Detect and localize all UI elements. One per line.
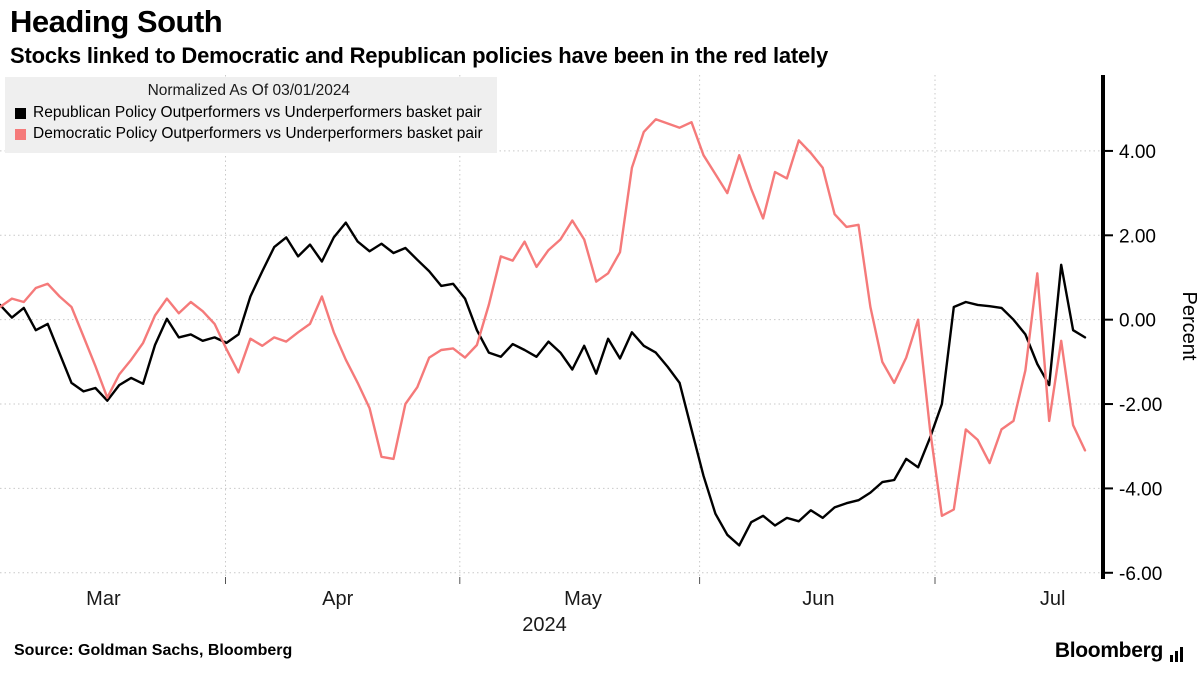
x-tick-label: Jul (1040, 588, 1066, 610)
legend-title: Normalized As Of 03/01/2024 (147, 82, 351, 100)
y-axis-title: Percent (1178, 292, 1200, 361)
legend-item-republican: Republican Policy Outperformers vs Under… (15, 103, 483, 124)
y-tick-label: -4.00 (1119, 480, 1162, 501)
y-tick-label: 2.00 (1119, 226, 1156, 247)
democratic-swatch-icon (15, 128, 26, 140)
line-chart: 4.00 2.00 0.00 -2.00 -4.00 -6.00 Mar Apr May Jun J… (0, 75, 1200, 635)
y-tick-label: -6.00 (1119, 564, 1162, 585)
x-tick-label: May (564, 588, 602, 610)
series-line-republican (0, 221, 1087, 547)
source-text: Source: Goldman Sachs, Bloomberg (14, 642, 293, 660)
legend: Normalized As Of 03/01/2024 Republican P… (5, 77, 497, 153)
republican-swatch-icon (15, 108, 26, 120)
chart-subtitle: Stocks linked to Democratic and Republic… (10, 43, 828, 69)
bloomberg-logo: Bloomberg (1055, 639, 1186, 663)
x-tick-label: Apr (322, 588, 353, 610)
bloomberg-chart-icon (1170, 647, 1183, 663)
chart-header: Heading South Stocks linked to Democrati… (0, 0, 1200, 69)
chart-area: 4.00 2.00 0.00 -2.00 -4.00 -6.00 Mar Apr May Jun J… (0, 75, 1200, 635)
legend-label-democratic: Democratic Policy Outperformers vs Under… (33, 125, 483, 143)
legend-item-democratic: Democratic Policy Outperformers vs Under… (15, 124, 483, 145)
y-tick-label: 0.00 (1119, 311, 1156, 332)
x-axis-year-label: 2024 (522, 614, 567, 635)
chart-footer: Source: Goldman Sachs, Bloomberg Bloombe… (0, 635, 1200, 663)
x-tick-label: Mar (86, 588, 121, 610)
y-tick-label: -2.00 (1119, 395, 1162, 416)
y-tick-label: 4.00 (1119, 142, 1156, 163)
legend-label-republican: Republican Policy Outperformers vs Under… (33, 104, 482, 122)
x-tick-label: Jun (802, 588, 834, 610)
bloomberg-logo-text: Bloomberg (1054, 639, 1163, 663)
chart-title: Heading South (10, 4, 223, 39)
series-line-democratic (0, 118, 1087, 518)
